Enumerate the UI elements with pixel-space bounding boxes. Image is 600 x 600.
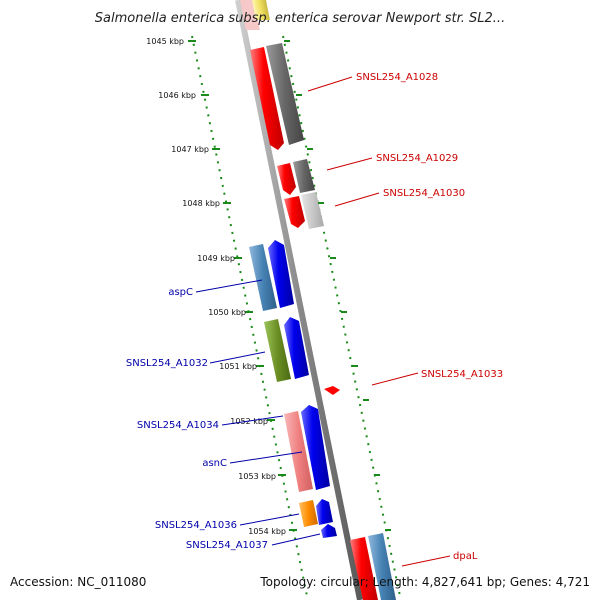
accession-text: Accession: NC_011080 [10, 575, 146, 589]
gene-blue-asnc [301, 405, 330, 490]
gene-red-a1033 [324, 386, 340, 395]
callout-line [195, 279, 263, 293]
callout-line [334, 192, 380, 207]
map-title: Salmonella enterica subsp. enterica sero… [95, 11, 505, 26]
tick-label: 1047 kbp [171, 145, 209, 154]
gene-blue-a1037 [321, 524, 337, 538]
genome-backbone [235, 0, 363, 600]
callout-line [229, 451, 303, 464]
gene-steel-aspc [249, 244, 277, 311]
callout-line [326, 157, 373, 171]
tick-label: 1051 kbp [219, 362, 257, 371]
callout-line [271, 533, 321, 546]
callout-line [239, 513, 300, 526]
gene-lgrey-a1030 [301, 192, 324, 229]
gene-orange-a1036 [299, 500, 318, 527]
gene-steel-dpal [368, 533, 396, 600]
gene-olive-a1032 [264, 319, 291, 382]
gene-label-dpal: dpaL [453, 551, 478, 562]
gene-dgrey-a1029 [293, 159, 315, 193]
scale-ticks-right [284, 40, 391, 531]
tick-label: 1048 kbp [182, 199, 220, 208]
tick-label: 1052 kbp [230, 417, 268, 426]
tick-label: 1045 kbp [146, 37, 184, 46]
gene-label-a1033: SNSL254_A1033 [421, 369, 503, 380]
gene-dgrey-a1028 [266, 43, 304, 145]
gene-label-a1037: SNSL254_A1037 [186, 540, 268, 551]
gene-label-a1032: SNSL254_A1032 [126, 358, 208, 369]
tick-label: 1053 kbp [238, 472, 276, 481]
gene-blue-aspc [268, 240, 294, 308]
tick-label: 1050 kbp [208, 308, 246, 317]
gene-label-a1034: SNSL254_A1034 [137, 420, 219, 431]
tick-label: 1054 kbp [248, 527, 286, 536]
gene-red-a1028 [250, 47, 284, 150]
gene-feature-top-yellow [251, 0, 270, 20]
gene-blue-a1036 [316, 499, 333, 525]
gene-red-dpal [350, 537, 378, 600]
callout-line [209, 351, 266, 364]
gene-red-a1030 [284, 196, 305, 228]
gene-red-a1029 [277, 163, 296, 195]
callout-line [307, 76, 353, 92]
gene-label-a1029: SNSL254_A1029 [376, 153, 458, 164]
callout-line [221, 415, 284, 426]
gene-pink-a1034 [284, 411, 313, 492]
gene-label-a1028: SNSL254_A1028 [356, 72, 438, 83]
gene-label-aspc: aspC [168, 287, 193, 298]
gene-label-asnc: asnC [202, 458, 227, 469]
genome-summary-text: Topology: circular; Length: 4,827,641 bp… [259, 575, 590, 589]
tick-label: 1049 kbp [197, 254, 235, 263]
tick-label: 1046 kbp [158, 91, 196, 100]
gene-label-a1036: SNSL254_A1036 [155, 520, 237, 531]
callout-line [401, 555, 451, 567]
callout-line [371, 372, 419, 386]
scale-ticks [188, 40, 297, 531]
gene-label-a1030: SNSL254_A1030 [383, 188, 465, 199]
gene-blue-a1032 [284, 317, 309, 379]
